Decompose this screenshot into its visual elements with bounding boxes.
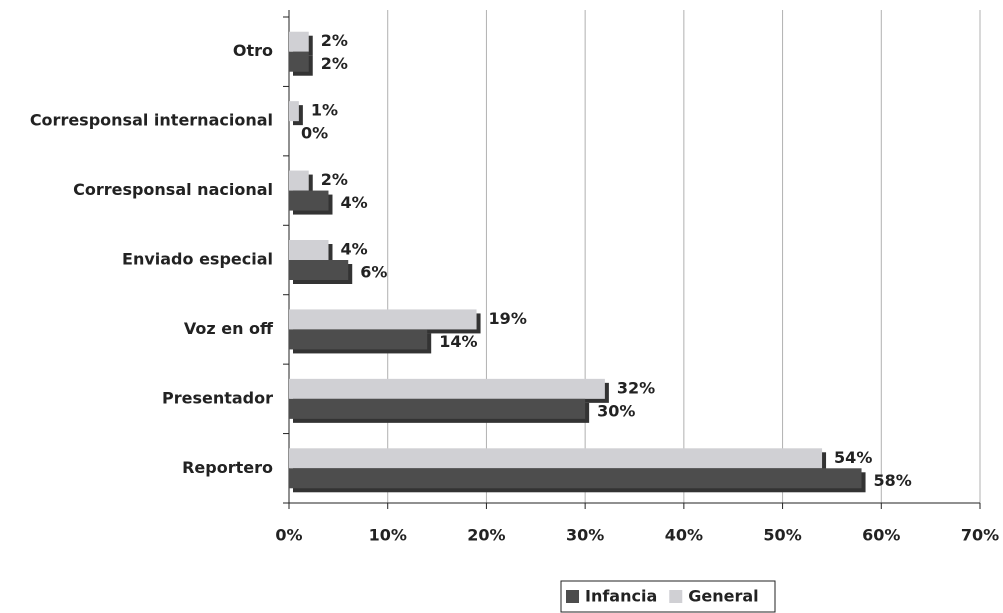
- y-tick-label: Reportero: [182, 458, 273, 477]
- legend-swatch: [669, 590, 683, 603]
- x-tick-label: 0%: [275, 526, 302, 545]
- bar: [289, 398, 586, 419]
- value-label: 19%: [489, 309, 527, 328]
- bar: [289, 468, 862, 489]
- value-label: 30%: [597, 401, 635, 420]
- x-tick-label: 20%: [467, 526, 505, 545]
- value-label: 4%: [340, 193, 367, 212]
- bar: [289, 101, 299, 122]
- legend-box: [560, 580, 776, 613]
- value-label: 32%: [617, 378, 655, 397]
- value-label: 2%: [321, 170, 348, 189]
- legend-swatch: [566, 590, 579, 603]
- value-label: 2%: [321, 31, 348, 50]
- y-tick-label: Corresponsal nacional: [73, 180, 273, 199]
- x-tick-label: 70%: [961, 526, 999, 545]
- y-tick-label: Voz en off: [184, 319, 274, 338]
- bar: [289, 260, 349, 280]
- bar: [289, 329, 428, 350]
- value-label: 54%: [834, 448, 872, 467]
- bar: [289, 170, 309, 191]
- value-label: 14%: [439, 332, 477, 351]
- x-tick-label: 50%: [763, 526, 801, 545]
- x-tick-label: 60%: [862, 526, 900, 545]
- bar: [289, 309, 477, 330]
- x-tick-label: 30%: [566, 526, 604, 545]
- x-tick-label: 40%: [665, 526, 703, 545]
- legend-label: Infancia: [585, 587, 657, 606]
- bar: [289, 31, 309, 52]
- value-label: 6%: [360, 263, 387, 282]
- bar: [289, 448, 823, 469]
- bar: [289, 51, 309, 72]
- value-label: 58%: [874, 471, 912, 490]
- value-label: 0%: [301, 124, 328, 143]
- x-tick-label: 10%: [369, 526, 407, 545]
- bar: [289, 240, 329, 260]
- y-tick-label: Corresponsal internacional: [30, 111, 273, 130]
- y-tick-label: Enviado especial: [122, 250, 273, 269]
- bar: [289, 190, 329, 211]
- y-tick-label: Otro: [233, 41, 273, 60]
- value-label: 1%: [311, 101, 338, 120]
- legend-label: General: [688, 587, 758, 606]
- bar: [289, 378, 605, 399]
- value-label: 4%: [340, 240, 367, 259]
- y-tick-label: Presentador: [162, 388, 273, 407]
- value-label: 2%: [321, 54, 348, 73]
